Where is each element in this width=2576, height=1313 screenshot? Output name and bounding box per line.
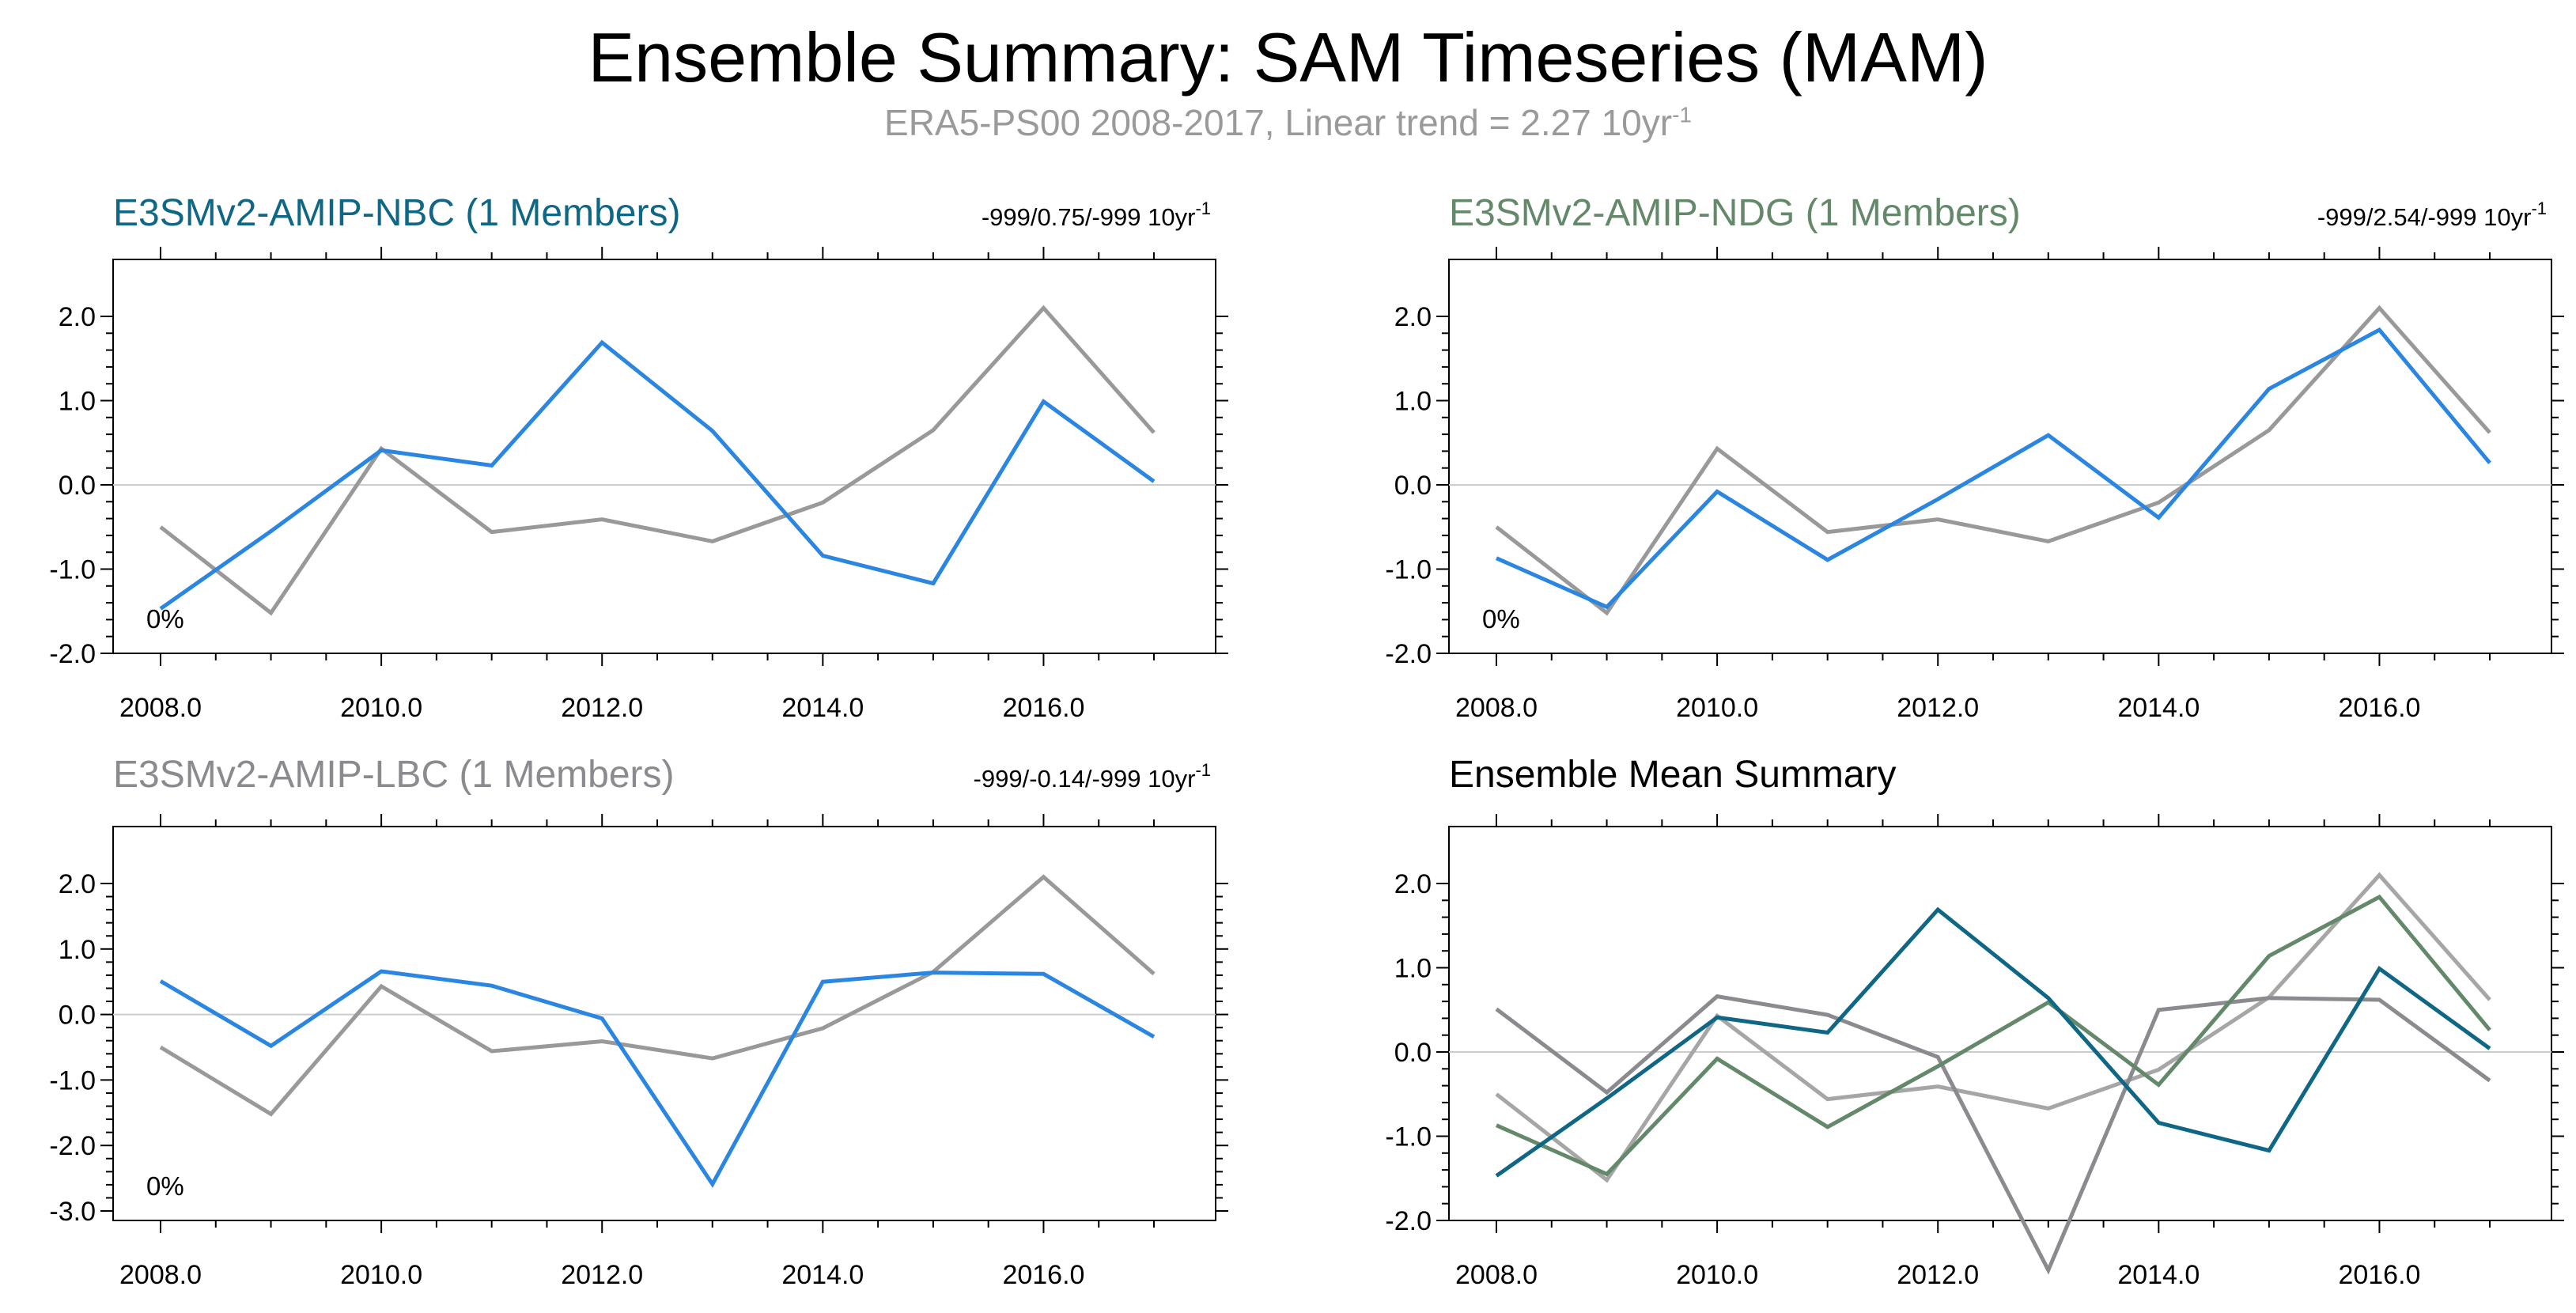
y-tick-label: 2.0: [1394, 869, 1432, 899]
y-tick-label: 1.0: [1394, 387, 1432, 417]
y-tick-label: -2.0: [1385, 1206, 1432, 1236]
plot-frame: [112, 826, 1216, 1221]
y-tick-label: -1.0: [1385, 1122, 1432, 1152]
x-tick-label: 2012.0: [1897, 693, 1979, 723]
y-tick-label: -2.0: [49, 639, 96, 669]
y-tick-label: -2.0: [49, 1131, 96, 1161]
x-tick-label: 2014.0: [2117, 1260, 2200, 1290]
x-tick-label: 2008.0: [1455, 693, 1538, 723]
panel-title: E3SMv2-AMIP-LBC (1 Members): [113, 754, 674, 796]
y-tick-label: -1.0: [1385, 555, 1432, 585]
x-tick-label: 2016.0: [1002, 693, 1084, 723]
x-tick-label: 2010.0: [340, 693, 422, 723]
trend-stat-text: -999/-0.14/-999 10yr: [974, 765, 1196, 793]
x-tick-label: 2008.0: [119, 1260, 202, 1290]
x-tick-label: 2010.0: [340, 1260, 422, 1290]
y-tick-label: 1.0: [1394, 954, 1432, 984]
panel-title: E3SMv2-AMIP-NDG (1 Members): [1449, 192, 2021, 234]
trend-stat-superscript: -1: [1195, 199, 1211, 218]
series-line-e3smv2-amip-lbc: [159, 969, 1156, 1188]
y-tick-label: 2.0: [59, 302, 96, 332]
panel-2: E3SMv2-AMIP-NDG (1 Members) -999/2.54/-99…: [1385, 192, 2564, 723]
y-tick-label: 0.0: [1394, 471, 1432, 501]
y-tick-label: 1.0: [59, 935, 96, 965]
x-tick-label: 2016.0: [1002, 1260, 1084, 1290]
panel-trend-stat: -999/-0.14/-999 10yr-1: [974, 760, 1211, 793]
panel-trend-stat: -999/2.54/-999 10yr-1: [2317, 199, 2547, 231]
panel-title: Ensemble Mean Summary: [1449, 754, 1897, 796]
y-tick-label: 0.0: [1394, 1038, 1432, 1068]
trend-stat-superscript: -1: [1195, 760, 1211, 780]
x-tick-label: 2010.0: [1676, 1260, 1758, 1290]
series-line-e3smv2-amip-lbc: [1495, 994, 2491, 1275]
x-tick-label: 2008.0: [119, 693, 202, 723]
plot-frame: [1448, 826, 2552, 1221]
x-tick-label: 2012.0: [1897, 1260, 1979, 1290]
trend-stat-text: -999/0.75/-999 10yr: [982, 203, 1196, 231]
y-tick-label: 2.0: [1394, 302, 1432, 332]
panel-trend-stat: -999/0.75/-999 10yr-1: [982, 199, 1211, 231]
x-tick-label: 2014.0: [781, 1260, 864, 1290]
percent-label: 0%: [146, 604, 184, 634]
x-tick-label: 2012.0: [561, 693, 643, 723]
panel-4: Ensemble Mean Summary -2.0 -1.0 0.0 1.0 2.0 20…: [1385, 754, 2564, 1290]
y-tick-label: 0.0: [59, 471, 96, 501]
plot-frame: [1448, 259, 2552, 654]
trend-stat-text: -999/2.54/-999 10yr: [2317, 203, 2532, 231]
x-tick-label: 2012.0: [561, 1260, 643, 1290]
x-tick-label: 2016.0: [2338, 1260, 2420, 1290]
panel-1: E3SMv2-AMIP-NBC (1 Members) -999/0.75/-99…: [49, 192, 1228, 723]
series-line-e3smv2-amip-nbc: [1495, 906, 2491, 1178]
percent-label: 0%: [1482, 604, 1520, 634]
figure-title: Ensemble Summary: SAM Timeseries (MAM): [588, 18, 1988, 96]
y-tick-label: -2.0: [1385, 639, 1432, 669]
y-tick-label: -3.0: [49, 1197, 96, 1227]
x-tick-label: 2016.0: [2338, 693, 2420, 723]
panel-title: E3SMv2-AMIP-NBC (1 Members): [113, 192, 680, 234]
x-tick-label: 2010.0: [1676, 693, 1758, 723]
y-tick-label: -1.0: [49, 555, 96, 585]
plot-frame: [112, 259, 1216, 654]
trend-stat-superscript: -1: [2531, 199, 2547, 218]
y-tick-label: 1.0: [59, 387, 96, 417]
subtitle-text: ERA5-PS00 2008-2017, Linear trend = 2.27…: [884, 102, 1673, 143]
subtitle-superscript: -1: [1672, 102, 1692, 127]
x-tick-label: 2014.0: [2117, 693, 2200, 723]
panel-3: E3SMv2-AMIP-LBC (1 Members) -999/-0.14/-9…: [49, 754, 1228, 1290]
figure-subtitle: ERA5-PS00 2008-2017, Linear trend = 2.27…: [0, 101, 2576, 144]
y-tick-label: 0.0: [59, 1001, 96, 1031]
series-line-era5-ps00: [159, 874, 1156, 1117]
y-tick-label: -1.0: [49, 1065, 96, 1095]
series-line-era5-ps00: [1495, 872, 2491, 1183]
percent-label: 0%: [146, 1171, 184, 1201]
x-tick-label: 2014.0: [781, 693, 864, 723]
y-tick-label: 2.0: [59, 869, 96, 899]
series-line-e3smv2-amip-ndg: [1495, 327, 2491, 610]
series-line-e3smv2-amip-nbc: [159, 339, 1156, 611]
x-tick-label: 2008.0: [1455, 1260, 1538, 1290]
series-line-e3smv2-amip-ndg: [1495, 894, 2491, 1177]
series-line-era5-ps00: [159, 305, 1156, 616]
series-line-era5-ps00: [1495, 305, 2491, 616]
